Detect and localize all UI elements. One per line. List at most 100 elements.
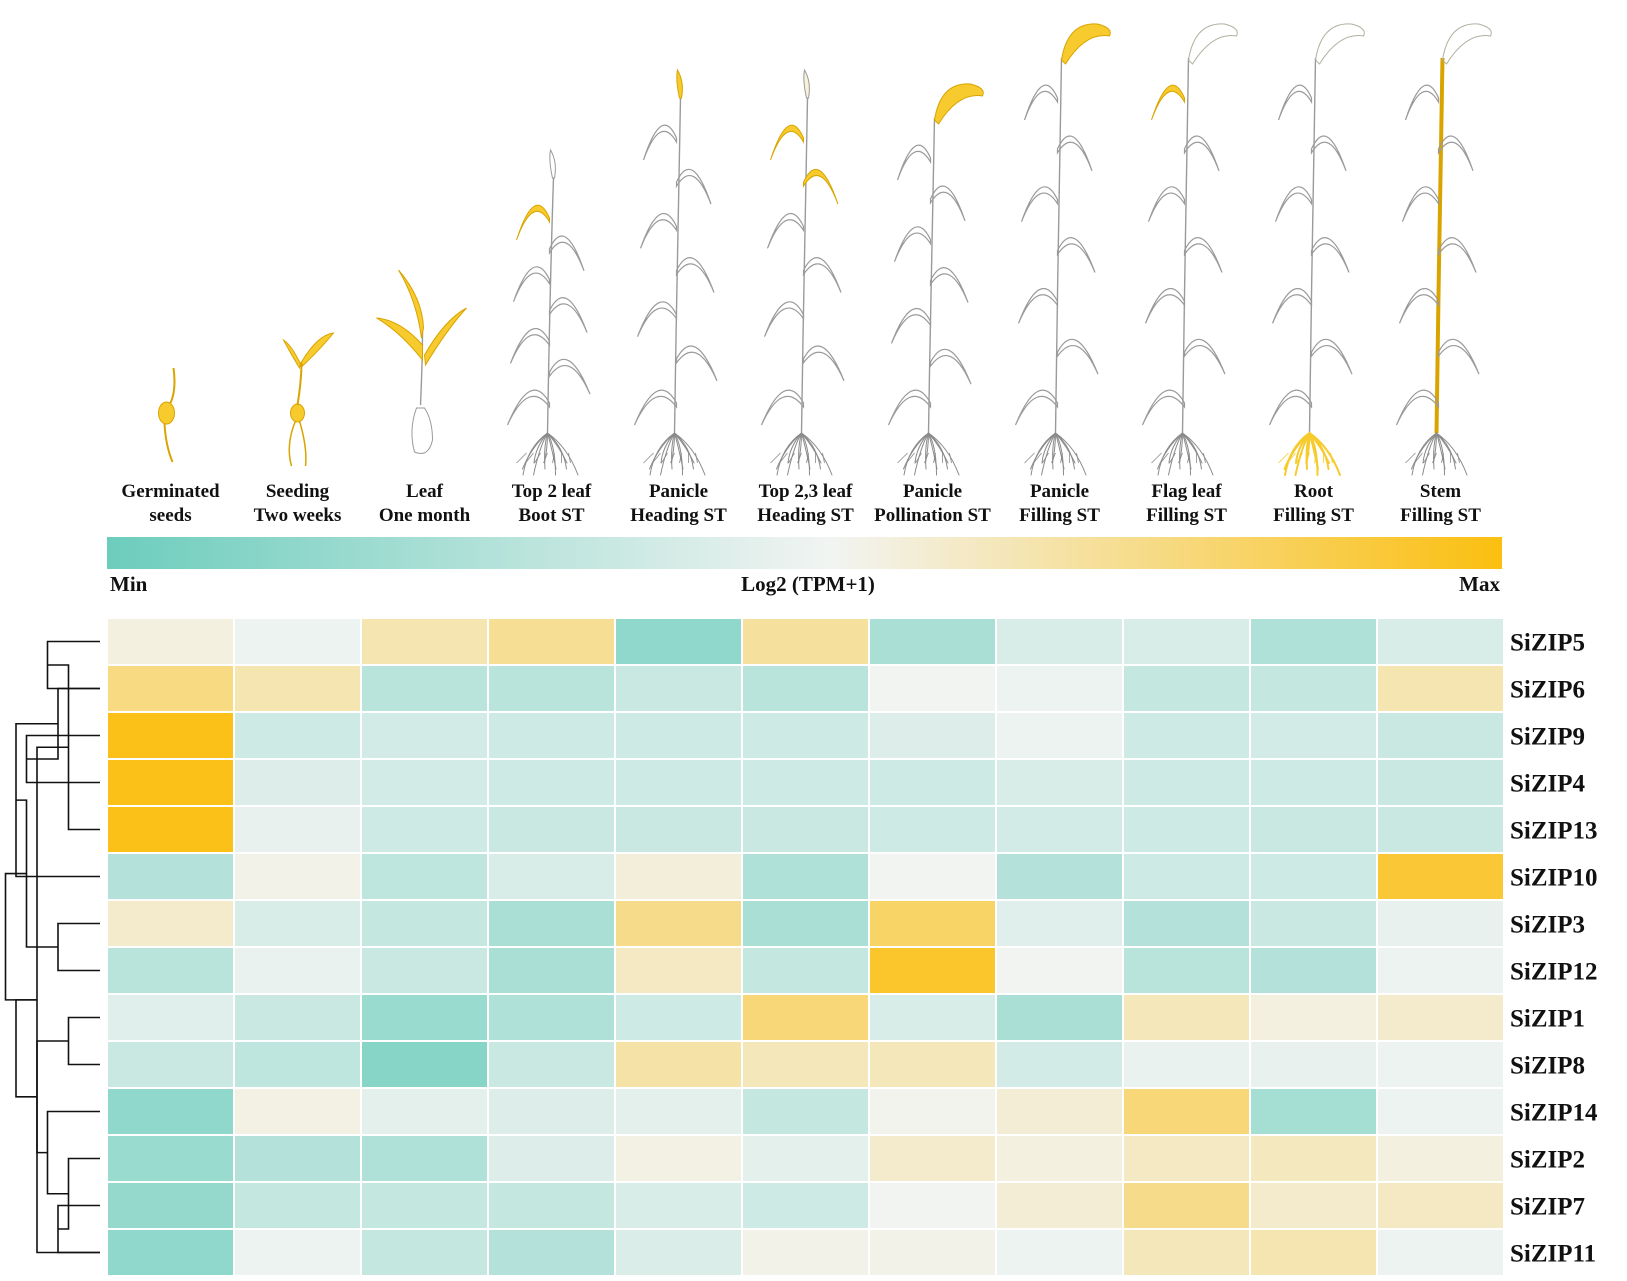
heatmap-cell	[1251, 619, 1376, 664]
root-strand	[671, 432, 675, 470]
young-plant-leaf	[376, 317, 423, 362]
heatmap-cell	[997, 1136, 1122, 1181]
plant-leaf	[1437, 338, 1480, 375]
heatmap-cell	[997, 1183, 1122, 1228]
heatmap-cell	[997, 807, 1122, 852]
plant-stem	[1434, 57, 1445, 434]
root-hair	[906, 452, 915, 464]
colorbar: Min Log2 (TPM+1) Max	[107, 537, 1502, 596]
root-hair	[770, 452, 781, 464]
heatmap-cell	[1124, 619, 1249, 664]
heatmap-cell	[997, 948, 1122, 993]
heatmap-cell	[108, 995, 233, 1040]
plant-leaf	[1014, 389, 1059, 426]
stage-label-line1: Top 2 leaf	[512, 481, 592, 502]
root-strand	[1436, 432, 1445, 476]
heatmap-cell	[1251, 807, 1376, 852]
heatmap-cell	[362, 901, 487, 946]
plant-leaf	[1144, 288, 1186, 324]
heatmap-cell	[1251, 713, 1376, 758]
plant-leaf	[675, 345, 718, 382]
seedling-seed	[290, 403, 305, 423]
colorbar-gradient	[107, 537, 1502, 569]
dendrogram-branch	[36, 1040, 69, 1154]
plant-leaf	[887, 389, 932, 426]
plant-stem	[800, 97, 809, 434]
heatmap-cell	[616, 760, 741, 805]
heatmap-cell	[1251, 666, 1376, 711]
plant-leaf	[929, 348, 972, 385]
plant-drawing	[506, 148, 591, 476]
heatmap-cell	[1251, 1136, 1376, 1181]
heatmap-cell	[108, 854, 233, 899]
stage-label-line2: One month	[379, 505, 471, 526]
heatmap-cell	[235, 854, 360, 899]
heatmap-cell	[743, 713, 868, 758]
heatmap-cell	[870, 995, 995, 1040]
colorbar-min-label: Min	[110, 572, 148, 596]
colorbar-max-label: Max	[1459, 572, 1500, 596]
stage-label-line2: Boot ST	[519, 505, 585, 526]
gene-label: SiZIP5	[1510, 630, 1585, 657]
heatmap-cell	[489, 619, 614, 664]
plant-leaf	[763, 301, 805, 337]
heatmap-cell	[743, 666, 868, 711]
root-strand	[1041, 432, 1056, 476]
heatmap-cell	[616, 1183, 741, 1228]
plant-stem	[673, 97, 682, 434]
plant-leaf	[512, 266, 551, 302]
heatmap-cell	[235, 1230, 360, 1275]
root-hair	[1042, 452, 1049, 464]
heatmap-cell	[1251, 1230, 1376, 1275]
heatmap-cell	[1378, 854, 1503, 899]
plant-drawing	[1395, 23, 1492, 476]
plant-leaf	[1023, 84, 1059, 121]
root-strand	[1168, 432, 1183, 464]
plant-drawing	[760, 68, 845, 476]
root-hair	[1330, 452, 1333, 464]
gene-label: SiZIP3	[1510, 912, 1585, 939]
plant-stem	[1181, 57, 1190, 434]
heatmap-cell	[1124, 901, 1249, 946]
plant-leaf	[1147, 186, 1186, 222]
root-strand	[1436, 432, 1468, 476]
root-strand	[547, 432, 579, 476]
stage-label-line1: Top 2,3 leaf	[759, 481, 853, 502]
plant-leaf	[633, 389, 678, 426]
gene-label: SiZIP6	[1510, 677, 1585, 704]
heatmap-cell	[743, 1042, 868, 1087]
panicle	[1187, 23, 1238, 65]
root-strand	[674, 432, 706, 476]
seed-shoot	[169, 367, 176, 404]
root-hair	[1423, 452, 1430, 464]
root-strand	[798, 432, 802, 470]
heatmap-cell	[489, 666, 614, 711]
heatmap-cell	[235, 666, 360, 711]
heatmap-cell	[743, 619, 868, 664]
heatmap-cell	[743, 1136, 868, 1181]
heatmap-cell	[997, 1042, 1122, 1087]
root-strand	[533, 432, 548, 476]
plant-leaf	[516, 204, 550, 241]
gene-label: SiZIP7	[1510, 1194, 1585, 1221]
heatmap-cell	[616, 713, 741, 758]
heatmap-cell	[870, 948, 995, 993]
heatmap-cell	[108, 619, 233, 664]
heatmap-cell	[997, 713, 1122, 758]
colorbar-title: Log2 (TPM+1)	[741, 572, 875, 596]
gene-label: SiZIP10	[1510, 865, 1598, 892]
root-strand	[787, 432, 802, 464]
heatmap-cell	[362, 1042, 487, 1087]
heatmap-cell	[997, 760, 1122, 805]
plant-leaf	[1056, 338, 1099, 375]
stage-label-line1: Panicle	[1030, 481, 1089, 502]
heatmap-cell	[1251, 854, 1376, 899]
heatmap-cell	[1378, 1183, 1503, 1228]
heatmap-cell	[870, 901, 995, 946]
root-strand	[1055, 432, 1087, 476]
heatmap-cell	[489, 901, 614, 946]
heatmap-cell	[616, 1230, 741, 1275]
heatmap-cell	[870, 1089, 995, 1134]
heatmap-cell	[362, 713, 487, 758]
